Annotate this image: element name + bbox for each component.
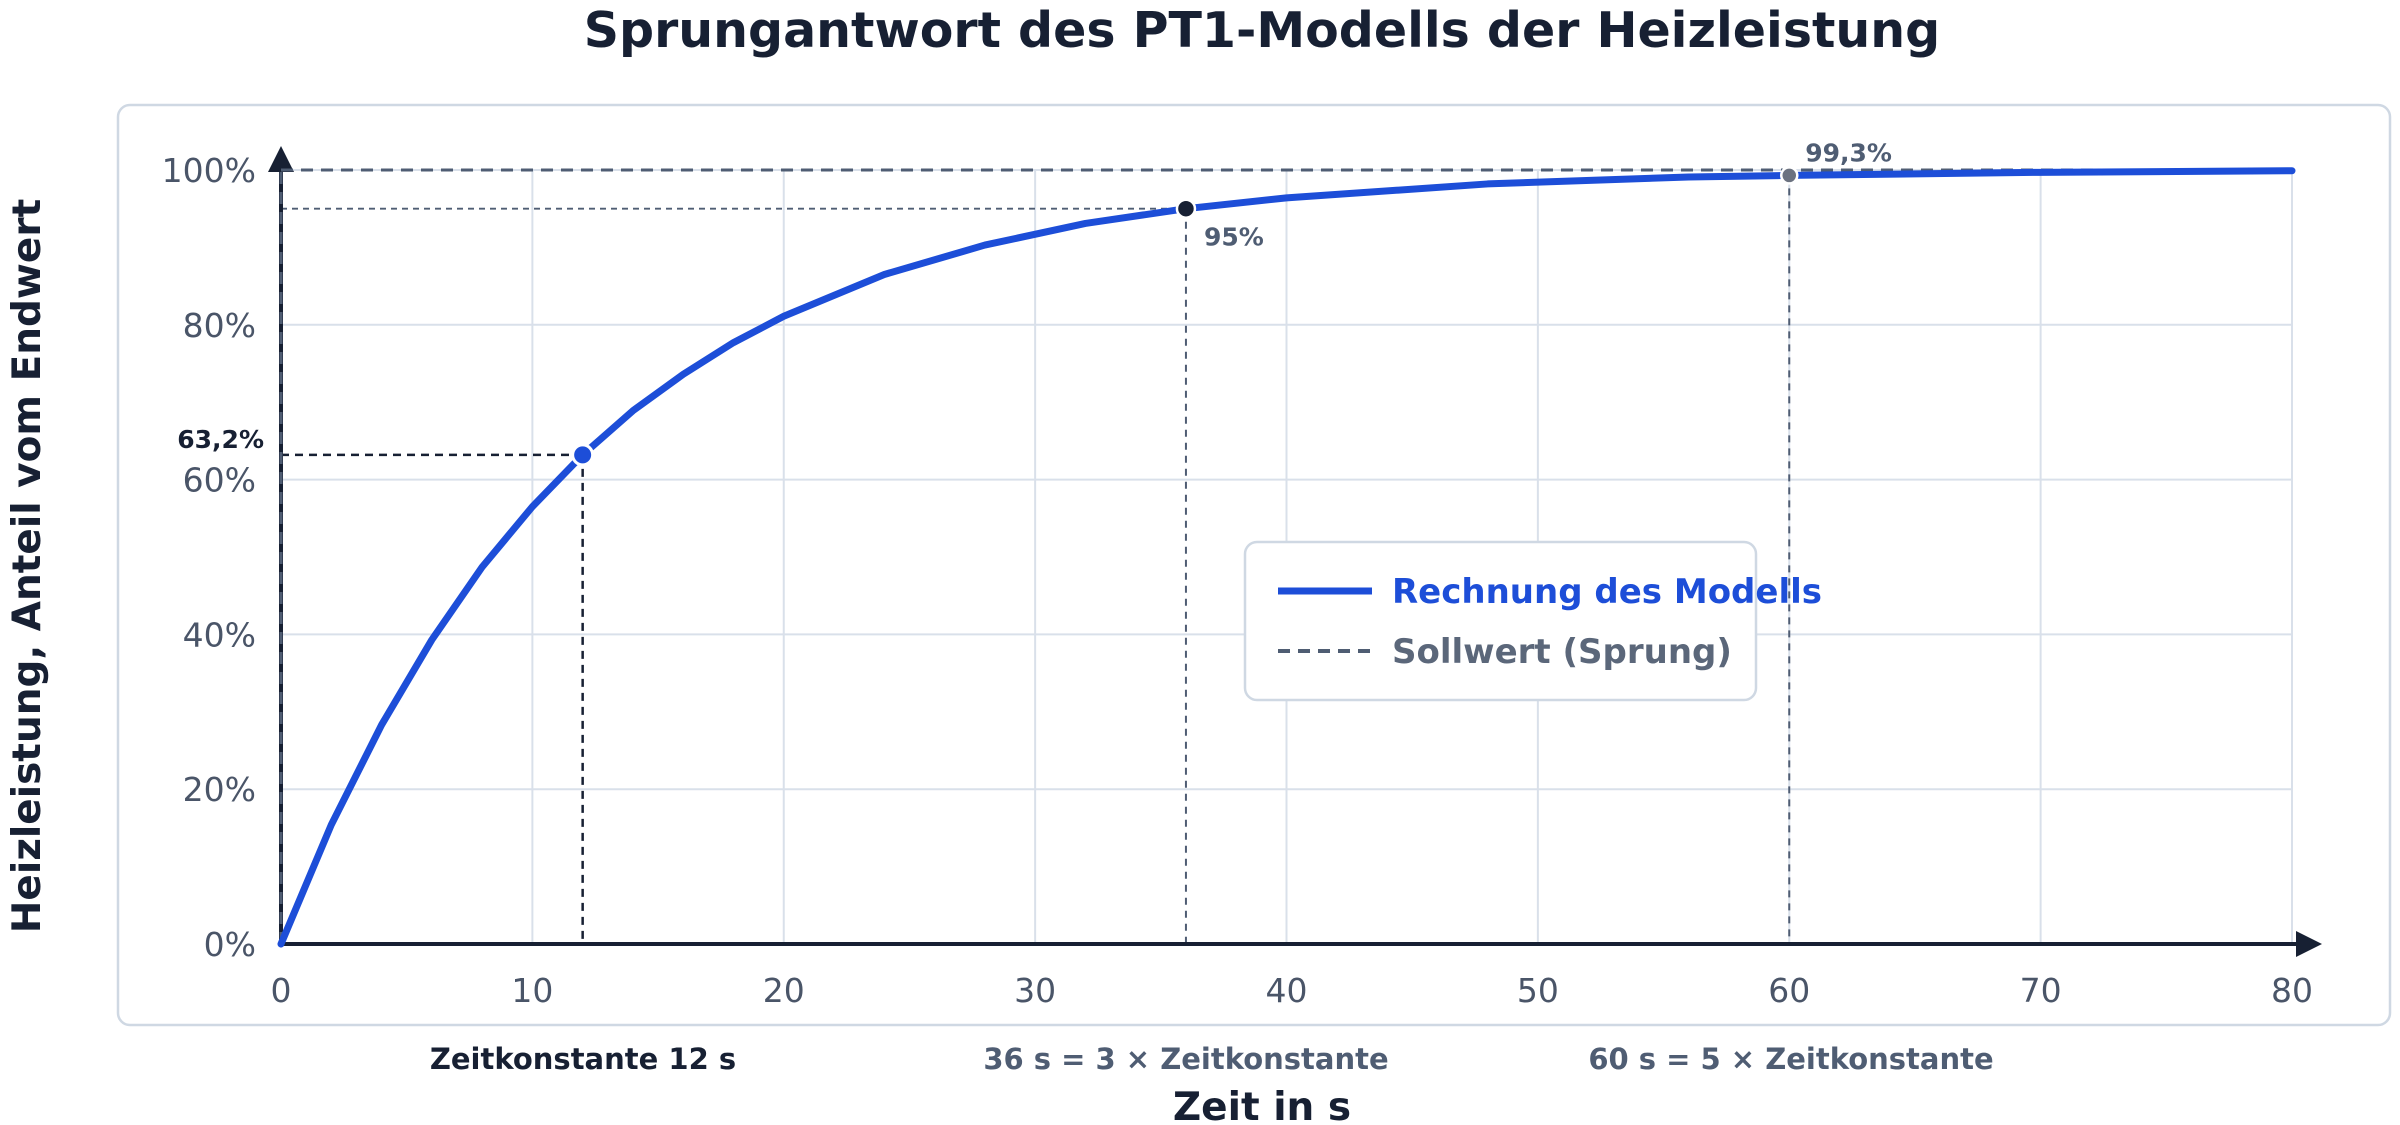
markers-layer: 63,2% 95% 99,3% [177,138,1892,467]
annotation-three-tau: 36 s = 3 × Zeitkonstante [983,1042,1388,1076]
y-tick-label: 80% [183,306,256,345]
x-tick-label: 20 [763,971,805,1010]
series-line-model [277,167,2296,948]
x-tick-label: 70 [2020,971,2062,1010]
x-axis-arrow [2296,931,2322,957]
marker-label-63: 63,2% [177,425,264,454]
x-tick-label: 60 [1768,971,1810,1010]
x-tick-label: 40 [1266,971,1308,1010]
annotation-five-tau: 60 s = 5 × Zeitkonstante [1588,1042,1993,1076]
y-tick-label: 100% [162,151,256,190]
legend: Rechnung des Modells Sollwert (Sprung) [1243,540,1822,702]
x-tick-label: 50 [1517,971,1559,1010]
marker-95 [1175,198,1197,219]
y-tick-label: 0% [204,925,256,964]
x-tick-label: 80 [2271,971,2313,1010]
marker-label-95: 95% [1204,223,1264,252]
x-axis-label: Zeit in s [1173,1085,1351,1125]
y-axis-label: Heizleistung, Anteil vom Endwert [5,199,50,934]
marker-label-99: 99,3% [1805,138,1892,167]
y-tick-label: 60% [183,461,256,500]
y-tick-label: 20% [183,770,256,809]
chart-title: Sprungantwort des PT1-Modells der Heizle… [584,2,1941,59]
marker-63 [571,443,595,467]
marker-99 [1780,166,1799,185]
guide-lines [281,175,1791,944]
legend-label-model: Rechnung des Modells [1392,572,1822,612]
legend-box [1243,540,1758,702]
y-tick-label: 40% [183,615,256,654]
x-tick-label: 10 [511,971,553,1010]
annotation-time-constant: Zeitkonstante 12 s [430,1042,736,1076]
x-tick-label: 0 [271,971,292,1010]
x-tick-label: 30 [1014,971,1056,1010]
legend-label-setpoint: Sollwert (Sprung) [1392,632,1732,672]
tick-labels: 0% 20% 40% 60% 80% 100% 0 10 20 30 40 50 60 70 80 [162,151,2313,1010]
series-layer [277,167,2296,948]
y-axis-arrow [268,146,294,172]
